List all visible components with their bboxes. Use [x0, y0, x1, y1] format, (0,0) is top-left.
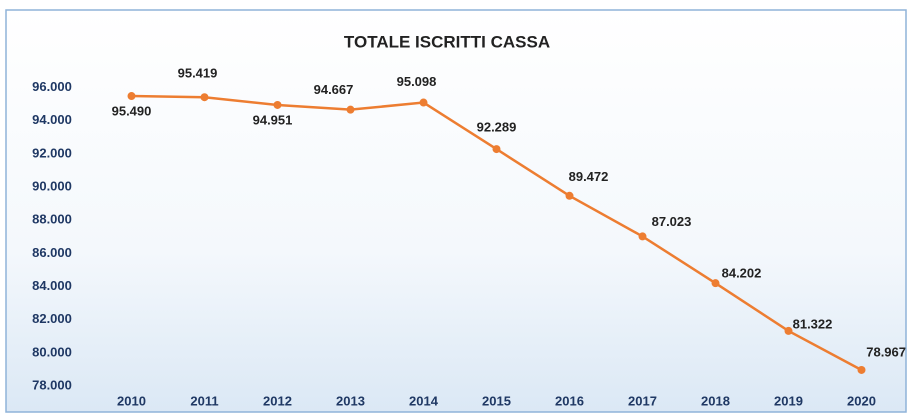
y-tick-label: 86.000: [32, 245, 72, 260]
data-point: [127, 92, 136, 101]
x-tick-label: 2012: [263, 393, 292, 408]
x-tick-label: 2015: [482, 393, 511, 408]
data-label: 87.023: [652, 214, 692, 229]
x-tick-label: 2014: [409, 393, 439, 408]
y-tick-label: 88.000: [32, 212, 72, 227]
data-label: 95.098: [397, 74, 437, 89]
x-tick-label: 2011: [190, 393, 218, 408]
data-label: 95.419: [178, 66, 218, 81]
data-point: [200, 93, 209, 102]
y-tick-label: 90.000: [32, 178, 72, 193]
data-label: 81.322: [793, 316, 833, 331]
x-tick-label: 2018: [701, 393, 730, 408]
data-point: [857, 365, 866, 374]
y-tick-label: 94.000: [32, 112, 72, 127]
data-label: 89.472: [569, 169, 609, 184]
data-label: 92.289: [477, 120, 517, 135]
x-tick-label: 2013: [336, 393, 365, 408]
x-tick-label: 2016: [555, 393, 584, 408]
data-label: 94.667: [314, 82, 354, 97]
y-tick-label: 80.000: [32, 344, 72, 359]
y-tick-label: 82.000: [32, 311, 72, 326]
data-point: [346, 105, 355, 114]
data-point: [273, 100, 282, 109]
x-tick-label: 2020: [847, 393, 876, 408]
y-tick-label: 78.000: [32, 377, 72, 392]
data-point: [711, 279, 720, 288]
y-tick-label: 84.000: [32, 278, 72, 293]
data-label: 94.951: [253, 112, 293, 127]
x-tick-label: 2017: [628, 393, 657, 408]
data-point: [784, 326, 793, 335]
x-tick-label: 2019: [774, 393, 803, 408]
data-label: 78.967: [866, 344, 906, 359]
data-label: 95.490: [112, 103, 152, 118]
data-point: [565, 191, 574, 200]
y-tick-label: 92.000: [32, 145, 72, 160]
chart-background: [5, 9, 907, 413]
data-point: [419, 98, 428, 107]
data-point: [492, 145, 501, 154]
data-point: [638, 232, 647, 241]
chart-title: TOTALE ISCRITTI CASSA: [344, 32, 550, 51]
y-tick-label: 96.000: [32, 79, 72, 94]
data-label: 84.202: [722, 266, 762, 281]
x-tick-label: 2010: [117, 393, 146, 408]
